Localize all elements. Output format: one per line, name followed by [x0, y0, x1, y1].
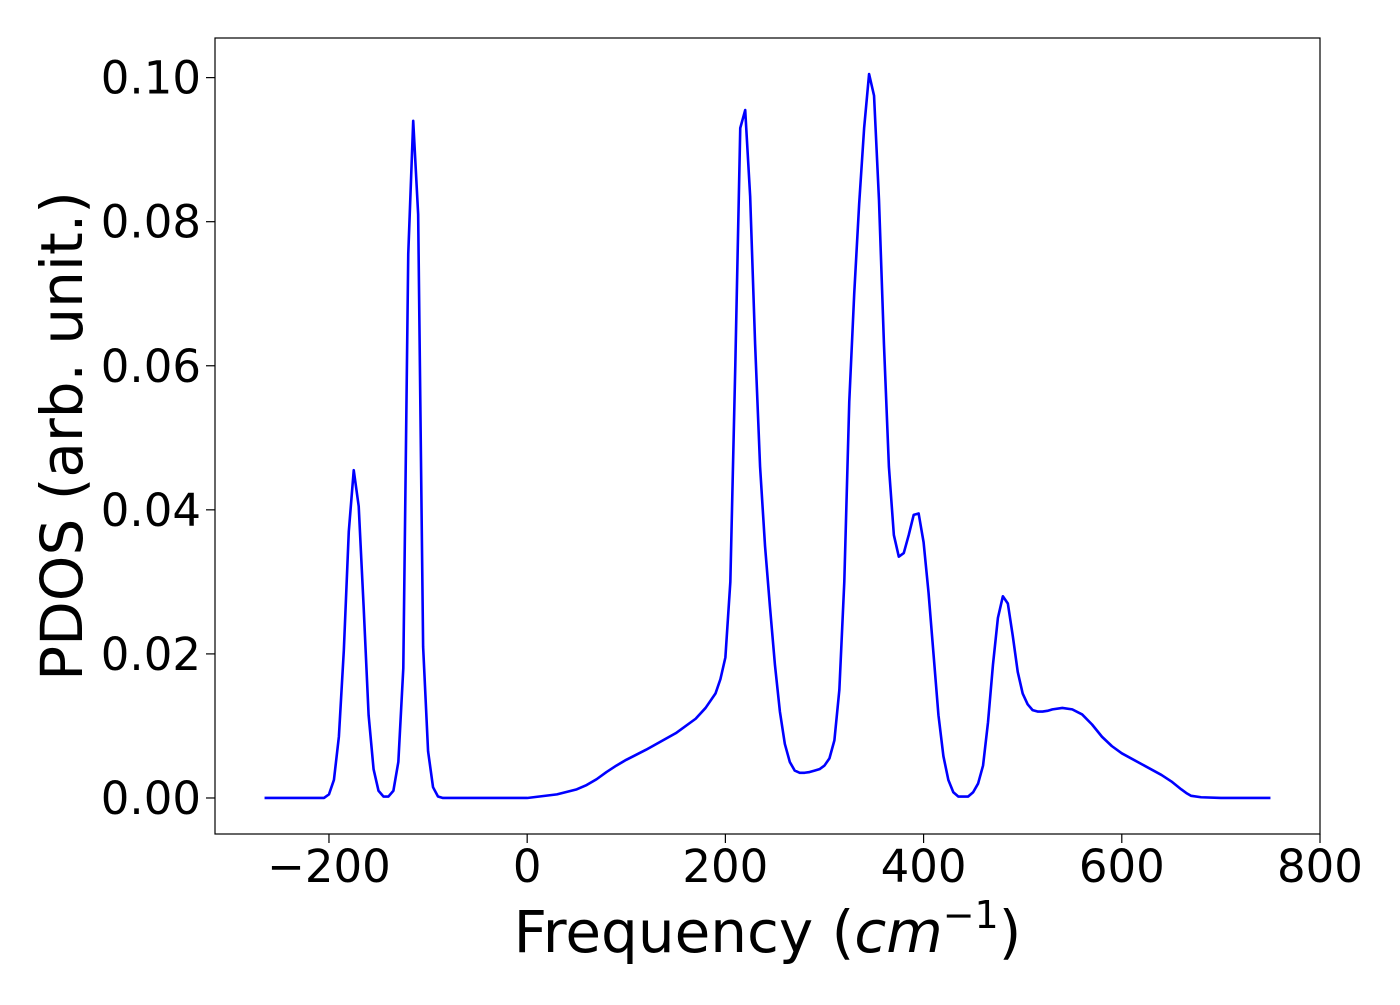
- x-axis-label-main: Frequency (: [514, 898, 855, 966]
- x-tick-label: 800: [1277, 840, 1363, 893]
- y-tick-label: 0.00: [101, 772, 201, 825]
- x-axis-label-unit: cm: [854, 898, 942, 966]
- data-layer: [264, 72, 1271, 800]
- plot-frame: [214, 37, 1321, 835]
- axes-layer: −200 0 200 400 600 800 0.00 0.02 0.04 0.06 0.08 0.1…: [101, 37, 1363, 893]
- series-line-0: [264, 72, 1271, 800]
- x-tick-label: 0: [513, 840, 542, 893]
- label-layer: PDOS (arb. unit.) Frequency (cm−1): [28, 191, 1021, 966]
- x-tick-label: 200: [682, 840, 768, 893]
- y-tick-label: 0.10: [101, 52, 201, 105]
- y-tick-label: 0.04: [101, 484, 201, 537]
- x-axis-label: Frequency (cm−1): [514, 893, 1022, 966]
- y-axis-label: PDOS (arb. unit.): [28, 191, 96, 681]
- x-axis-label-close: ): [999, 898, 1022, 966]
- x-tick-label: 600: [1079, 840, 1165, 893]
- x-axis-label-exponent: −1: [943, 893, 999, 937]
- x-tick-label: −200: [267, 840, 391, 893]
- x-tick-label: 400: [881, 840, 967, 893]
- y-tick-label: 0.08: [101, 196, 201, 249]
- y-tick-label: 0.06: [101, 340, 201, 393]
- y-tick-label: 0.02: [101, 628, 201, 681]
